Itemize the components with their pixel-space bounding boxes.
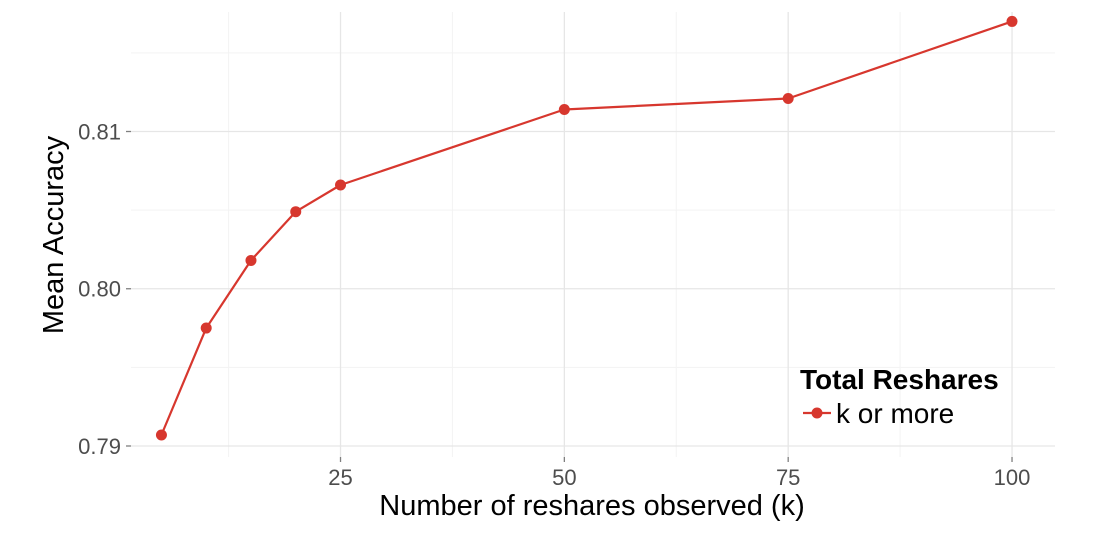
x-tick-label: 25 xyxy=(328,465,352,490)
y-tick-label: 0.79 xyxy=(78,434,121,459)
legend-title: Total Reshares xyxy=(800,364,999,395)
legend: Total Reshares k or more xyxy=(800,364,999,429)
grid xyxy=(131,12,1055,457)
data-point xyxy=(1006,15,1018,27)
data-series xyxy=(155,15,1018,441)
series-line xyxy=(160,20,1013,436)
y-tick-label: 0.80 xyxy=(78,277,121,302)
data-point xyxy=(782,92,794,104)
x-axis-title: Number of reshares observed (k) xyxy=(379,490,805,522)
y-axis-title: Mean Accuracy xyxy=(38,135,70,334)
data-point xyxy=(245,254,257,266)
x-tick-label: 75 xyxy=(776,465,800,490)
data-point xyxy=(290,206,302,218)
legend-key-point xyxy=(811,407,823,419)
data-point xyxy=(558,103,570,115)
x-tick-label: 100 xyxy=(994,465,1031,490)
data-point xyxy=(155,429,167,441)
x-tick-label: 50 xyxy=(552,465,576,490)
y-tick-label: 0.81 xyxy=(78,120,121,145)
legend-label: k or more xyxy=(836,398,954,429)
data-point xyxy=(335,179,347,191)
data-point xyxy=(200,322,212,334)
axes: 25 50 75 100 0.79 0.80 0.81 xyxy=(78,120,1030,490)
